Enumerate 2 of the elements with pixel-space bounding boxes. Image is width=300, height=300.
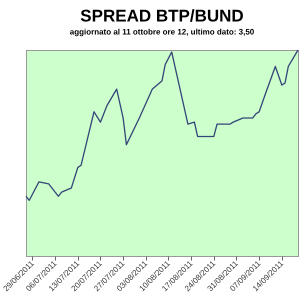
chart-title: SPREAD BTP/BUND (80, 6, 244, 26)
chart-subtitle: aggiornato al 11 ottobre ore 12, ultimo dato: 3,50 (70, 27, 255, 36)
